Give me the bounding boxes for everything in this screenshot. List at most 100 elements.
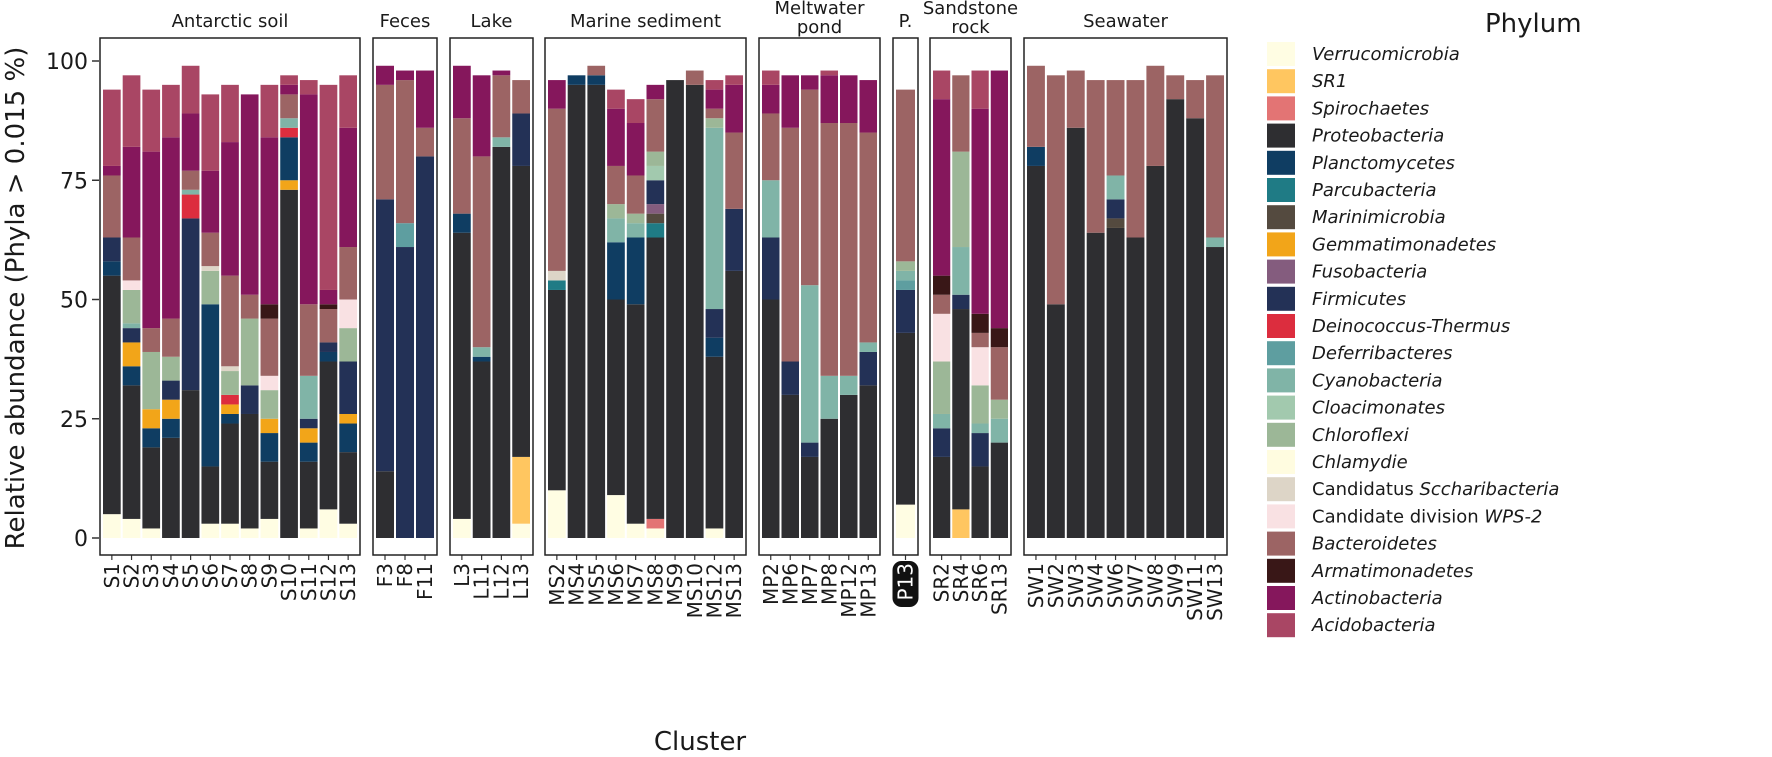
bar-segment-sw2-bacteroidetes: [1046, 75, 1065, 305]
bar-segment-s8-actinobacteria: [240, 94, 259, 295]
bar-mp12: [840, 75, 858, 538]
x-tick-label-sw9: SW9: [1163, 563, 1187, 608]
legend-item-spirochaetes: Spirochaetes: [1267, 96, 1429, 121]
bar-segment-mp6-firmicutes: [781, 361, 799, 395]
bar-segment-s13-verrucomicrobia: [339, 523, 357, 538]
bar-segment-s6-chloroflexi: [201, 270, 220, 305]
bar-mp8: [820, 70, 838, 538]
bar-segment-sr2-armatimonadetes: [933, 275, 951, 295]
bar-segment-s12-proteobacteria: [319, 361, 338, 510]
bar-segment-s10-planctomycetes: [280, 137, 298, 181]
bar-segment-mp8-acidobacteria: [820, 70, 838, 76]
bar-segment-sw1-proteobacteria: [1027, 165, 1045, 538]
bar-segment-sw6-proteobacteria: [1106, 227, 1125, 538]
bar-ms7: [626, 99, 645, 538]
legend-label: Bacteroidetes: [1312, 534, 1437, 555]
legend-swatch: [1267, 341, 1295, 366]
bar-segment-s2-gemmatimonadetes: [122, 342, 141, 367]
facet-panels: Antarctic soilS1S2S3S4S5S6S7S8S9S10S11S1…: [99, 0, 1228, 621]
bar-segment-ms8-firmicutes: [646, 180, 665, 205]
legend-label: Marinimicrobia: [1312, 207, 1446, 228]
bar-segment-s12-bacteroidetes: [319, 309, 338, 343]
panel-border: [449, 37, 534, 556]
x-tick-label-f11: F11: [413, 563, 437, 600]
bar-segment-sr13-armatimonadetes: [990, 328, 1008, 348]
x-tick-label-sr13: SR13: [987, 563, 1011, 615]
legend-swatch: [1267, 531, 1295, 556]
bar-segment-sw3-proteobacteria: [1066, 127, 1085, 538]
bar-segment-s2-verrucomicrobia: [122, 518, 141, 538]
bar-segment-sw7-bacteroidetes: [1126, 80, 1145, 238]
bar-segment-ms2-bacteroidetes: [548, 108, 566, 271]
facet-title: Meltwater: [775, 0, 866, 19]
bar-sr13: [990, 70, 1008, 538]
bar-segment-s7-planctomycetes: [221, 413, 239, 424]
bar-segment-s13-candidate-division-wps-2: [339, 299, 357, 329]
legend-title: Phylum: [1485, 9, 1582, 39]
bar-segment-sr13-actinobacteria: [990, 70, 1008, 329]
bar-segment-s5-cyanobacteria: [181, 189, 200, 195]
bar-segment-s12-verrucomicrobia: [319, 509, 338, 538]
bar-segment-s9-actinobacteria: [260, 137, 279, 305]
bar-segment-s12-armatimonadetes: [319, 304, 338, 310]
x-tick-label-p13: P13: [894, 563, 918, 601]
bar-segment-s7-chloroflexi: [221, 371, 239, 395]
bar-segment-ms6-chloroflexi: [607, 204, 625, 219]
bar-segment-s11-gemmatimonadetes: [299, 428, 318, 443]
legend-swatch: [1267, 477, 1295, 502]
x-tick-label-s8: S8: [238, 563, 262, 588]
bar-segment-ms13-acidobacteria: [725, 75, 743, 85]
bar-segment-s2-actinobacteria: [122, 146, 141, 238]
x-tick-label-f3: F3: [373, 563, 397, 587]
legend-label: Verrucomicrobia: [1312, 44, 1460, 65]
x-tick-label-l13: L13: [509, 563, 533, 600]
bar-segment-mp2-acidobacteria: [762, 70, 780, 85]
bar-segment-sw11-bacteroidetes: [1186, 80, 1205, 119]
bar-segment-ms12-cyanobacteria: [705, 127, 724, 310]
bar-segment-l3-planctomycetes: [453, 213, 471, 233]
bar-segment-mp12-actinobacteria: [840, 75, 858, 124]
bar-segment-f8-actinobacteria: [396, 70, 414, 81]
bar-segment-sr6-firmicutes: [971, 433, 989, 467]
bar-segment-l12-bacteroidetes: [492, 75, 511, 138]
bar-segment-s1-bacteroidetes: [103, 175, 121, 238]
bar-segment-l11-bacteroidetes: [472, 156, 491, 348]
bar-segment-sr2-firmicutes: [933, 428, 951, 457]
x-tick-label-sw2: SW2: [1044, 563, 1068, 608]
bar-s11: [299, 80, 318, 538]
bar-segment-ms13-proteobacteria: [725, 270, 743, 538]
bar-segment-s7-proteobacteria: [221, 423, 239, 524]
bar-segment-mp8-cyanobacteria: [820, 375, 838, 419]
bar-segment-sr4-chloroflexi: [952, 151, 970, 248]
bar-ms12: [705, 80, 724, 538]
bar-s4: [162, 84, 180, 538]
bar-segment-p13-chloroflexi: [896, 261, 915, 271]
legend-swatch: [1267, 123, 1295, 148]
bar-segment-s7-deinococcus-thermus: [221, 394, 239, 405]
bar-segment-s4-acidobacteria: [162, 84, 180, 138]
legend-item-candidatus-sccharibacteria: Candidatus Sccharibacteria: [1267, 477, 1559, 502]
bar-segment-s11-actinobacteria: [299, 94, 318, 305]
x-tick-label-s9: S9: [257, 563, 281, 588]
bar-segment-s6-planctomycetes: [201, 304, 220, 467]
bar-segment-s11-firmicutes: [299, 418, 318, 429]
bar-sw13: [1206, 75, 1224, 538]
x-tick-label-ms8: MS8: [643, 563, 667, 606]
bar-segment-mp2-proteobacteria: [762, 299, 780, 538]
bar-segment-mp7-cyanobacteria: [801, 285, 819, 443]
bar-segment-s5-firmicutes: [181, 218, 200, 391]
y-axis: 0 25 50 75 100: [46, 50, 99, 552]
bar-segment-p13-proteobacteria: [896, 332, 915, 505]
bar-segment-s10-deinococcus-thermus: [280, 127, 298, 138]
legend-item-parcubacteria: Parcubacteria: [1267, 178, 1437, 202]
bar-segment-s6-verrucomicrobia: [201, 523, 220, 538]
legend-label: Firmicutes: [1312, 289, 1406, 310]
bar-segment-mp6-actinobacteria: [781, 75, 799, 128]
bar-segment-sr13-bacteroidetes: [990, 347, 1008, 400]
legend-swatch: [1267, 558, 1295, 583]
bar-segment-s13-proteobacteria: [339, 452, 357, 524]
legend-item-candidate-division-wps-2: Candidate division WPS-2: [1267, 504, 1542, 529]
bar-segment-s2-firmicutes: [122, 328, 141, 343]
bar-segment-ms13-firmicutes: [725, 208, 743, 271]
legend-item-cloacimonates: Cloacimonates: [1267, 395, 1445, 420]
